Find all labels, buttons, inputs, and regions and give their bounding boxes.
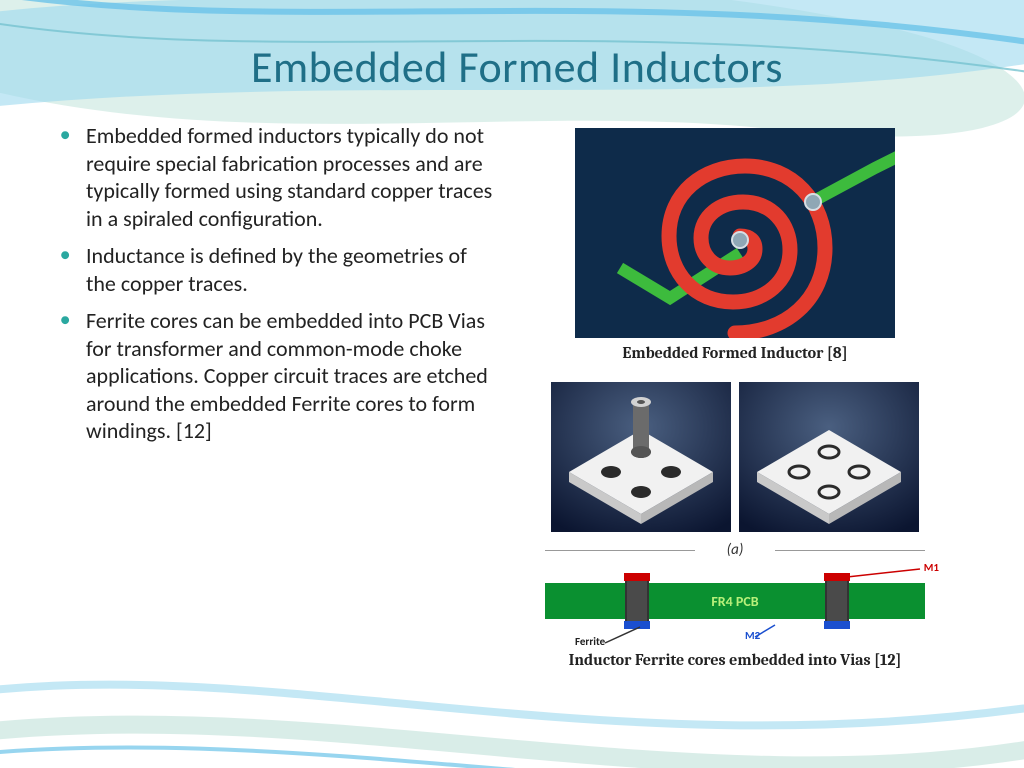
slide-title: Embedded Formed Inductors	[60, 40, 974, 94]
label-m1: M1	[924, 561, 939, 574]
figure-ferrite-vias: (a) FR4 PCB M1 M2 Ferrite	[525, 372, 945, 645]
bullet-item: Inductance is defined by the geometries …	[60, 242, 500, 297]
ferrite-via	[825, 577, 849, 625]
substrate-tile-left	[551, 382, 731, 532]
ferrite-via	[625, 577, 649, 625]
label-ferrite: Ferrite	[575, 635, 605, 648]
figure1-caption: Embedded Formed Inductor [8]	[622, 344, 847, 362]
label-m2: M2	[745, 629, 760, 642]
figure-spiral-inductor	[575, 128, 895, 338]
bullet-list-container: Embedded formed inductors typically do n…	[60, 122, 500, 679]
substrate-tile-right	[739, 382, 919, 532]
bullet-item: Embedded formed inductors typically do n…	[60, 122, 500, 232]
bullet-item: Ferrite cores can be embedded into PCB V…	[60, 307, 500, 445]
figure2-a-label: (a)	[525, 541, 945, 559]
pcb-bar: FR4 PCB	[545, 583, 925, 619]
figure2-cross-section: FR4 PCB M1 M2 Ferrite	[525, 565, 945, 645]
figure2-caption: Inductor Ferrite cores embedded into Via…	[569, 651, 902, 669]
